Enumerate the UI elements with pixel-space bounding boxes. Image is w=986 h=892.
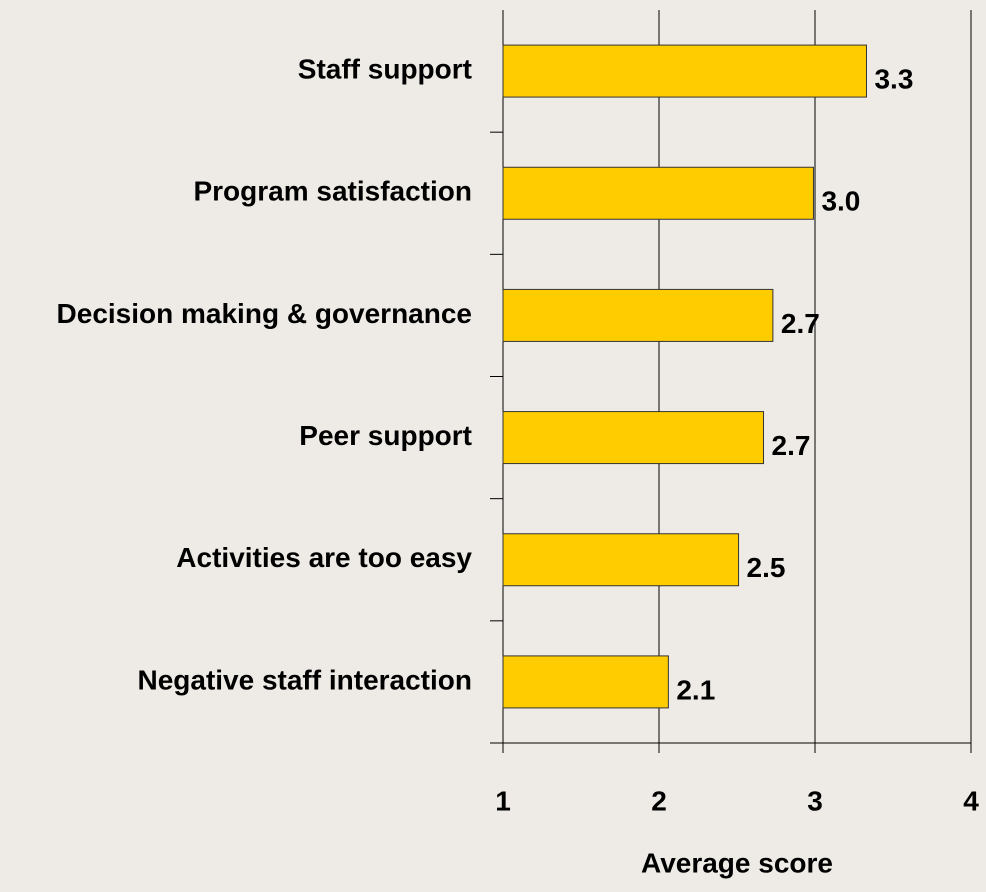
- x-tick-label: 3: [807, 785, 823, 816]
- y-tick-label: Decision making & governance: [57, 298, 472, 329]
- y-tick-label: Negative staff interaction: [137, 664, 472, 695]
- value-label: 2.7: [781, 308, 820, 339]
- bar: [502, 533, 740, 587]
- bar: [502, 44, 867, 98]
- x-tick-label: 4: [963, 785, 979, 816]
- value-label: 2.7: [772, 430, 811, 461]
- x-tick-label: 2: [651, 785, 667, 816]
- value-label: 3.0: [821, 186, 860, 217]
- y-tick-label: Activities are too easy: [176, 542, 472, 573]
- bar: [502, 655, 669, 709]
- value-label: 2.5: [747, 552, 786, 583]
- value-label: 3.3: [874, 63, 913, 94]
- y-tick-label: Program satisfaction: [193, 176, 472, 207]
- bar: [502, 288, 774, 342]
- y-tick-label: Staff support: [298, 53, 472, 84]
- bar: [502, 166, 814, 220]
- bar: [502, 411, 765, 465]
- y-tick-label: Peer support: [299, 420, 472, 451]
- x-axis-title: Average score: [641, 847, 833, 878]
- value-label: 2.1: [676, 674, 715, 705]
- x-tick-label: 1: [495, 785, 511, 816]
